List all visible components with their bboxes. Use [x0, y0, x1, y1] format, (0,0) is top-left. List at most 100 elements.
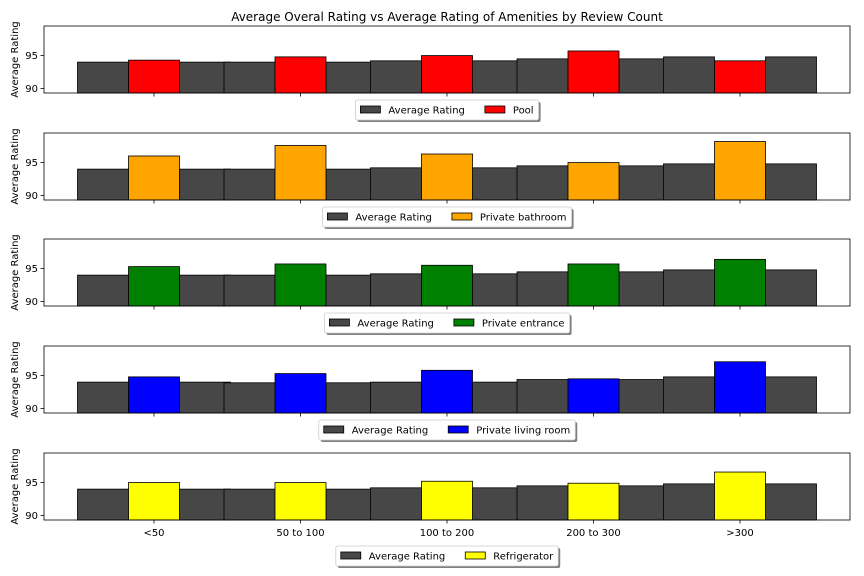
- x-tick-label: <50: [143, 528, 164, 539]
- y-tick-label: 90: [25, 404, 38, 415]
- bar-average-rating-right: [618, 165, 671, 201]
- legend-label-amenity: Refrigerator: [493, 552, 554, 563]
- y-tick-label: 90: [25, 297, 38, 308]
- x-tick-label: 50 to 100: [276, 528, 324, 539]
- bar-amenity: [714, 471, 766, 521]
- bar-average-rating-left: [663, 56, 715, 94]
- y-tick-label: 90: [25, 511, 38, 522]
- y-tick-label: 95: [25, 158, 38, 169]
- bar-average-rating-left: [516, 379, 569, 414]
- bar-average-rating-left: [370, 273, 422, 307]
- subplot-pool: 90 95 Average Rating Average Rating Pool: [10, 21, 851, 122]
- bar-amenity: [128, 59, 180, 94]
- bar-average-rating-left: [223, 488, 276, 521]
- y-tick-label: 95: [25, 478, 38, 489]
- legend-swatch-average-rating: [327, 212, 348, 221]
- bar-amenity: [274, 373, 327, 414]
- bar-average-rating-left: [663, 163, 715, 201]
- subplot-private-entrance: 90 95 Average Rating Average Rating Private …: [10, 234, 851, 335]
- x-tick-label: >300: [726, 528, 753, 539]
- y-tick-label: 90: [25, 191, 38, 202]
- bar-average-rating-left: [370, 381, 422, 414]
- bar-amenity: [714, 361, 766, 414]
- bar-amenity: [714, 60, 766, 94]
- legend-label-amenity: Pool: [513, 106, 534, 117]
- bar-average-rating-right: [618, 271, 671, 307]
- legend-label-average-rating: Average Rating: [369, 552, 445, 563]
- bar-amenity: [274, 56, 327, 94]
- bar-average-rating-right: [325, 61, 378, 94]
- bar-amenity: [714, 141, 766, 201]
- legend-label-amenity: Private entrance: [482, 319, 565, 330]
- subplot-private-living-room: 90 95 Average Rating Average Rating Private …: [10, 341, 851, 442]
- subplot-private-bathroom: 90 95 Average Rating Average Rating Private …: [10, 128, 851, 229]
- y-tick-label: 95: [25, 51, 38, 62]
- legend-swatch-amenity: [453, 318, 475, 327]
- bar-average-rating-left: [223, 274, 276, 307]
- legend-swatch-amenity: [464, 551, 486, 560]
- bar-amenity: [567, 378, 620, 414]
- bar-amenity: [714, 258, 766, 307]
- bar-average-rating-left: [77, 488, 129, 521]
- bar-amenity: [421, 264, 473, 307]
- bar-amenity: [567, 162, 620, 201]
- bar-average-rating-right: [325, 382, 378, 414]
- bar-average-rating-right: [472, 487, 524, 521]
- bar-amenity: [128, 376, 180, 414]
- legend: Average Rating Pool: [355, 99, 541, 122]
- bar-average-rating-left: [516, 58, 569, 94]
- bar-amenity: [567, 263, 620, 307]
- legend-swatch-amenity: [447, 425, 469, 434]
- bar-average-rating-right: [765, 56, 817, 94]
- bar-average-rating-right: [325, 488, 378, 521]
- bar-average-rating-left: [223, 382, 276, 414]
- bar-amenity: [421, 480, 473, 521]
- legend: Average Rating Private bathroom: [322, 206, 574, 229]
- legend-box: [335, 545, 559, 567]
- legend: Average Rating Refrigerator: [335, 545, 561, 568]
- bar-amenity: [421, 369, 473, 414]
- bar-amenity: [274, 263, 327, 307]
- x-tick-label: 100 to 200: [420, 528, 475, 539]
- bar-average-rating-left: [516, 271, 569, 307]
- bar-amenity: [128, 482, 180, 521]
- bar-amenity: [274, 482, 327, 521]
- bar-average-rating-left: [663, 269, 715, 307]
- bar-average-rating-left: [77, 274, 129, 307]
- y-axis-label: Average Rating: [10, 448, 21, 524]
- legend-label-amenity: Private bathroom: [480, 213, 567, 224]
- bar-average-rating-right: [179, 168, 231, 201]
- legend-label-average-rating: Average Rating: [355, 213, 431, 224]
- legend-swatch-average-rating: [340, 551, 362, 560]
- bar-amenity: [421, 55, 473, 94]
- bar-amenity: [128, 266, 180, 307]
- bar-average-rating-right: [325, 168, 378, 201]
- legend-box: [322, 206, 572, 228]
- bar-average-rating-left: [223, 168, 276, 201]
- bar-amenity: [567, 482, 620, 521]
- bar-amenity: [421, 153, 473, 201]
- bar-average-rating-right: [472, 60, 524, 94]
- bar-average-rating-left: [516, 165, 569, 201]
- legend-swatch-average-rating: [329, 318, 350, 327]
- legend: Average Rating Private entrance: [324, 312, 572, 335]
- bar-average-rating-right: [765, 269, 817, 307]
- y-axis-label: Average Rating: [10, 234, 21, 310]
- bar-average-rating-right: [325, 274, 378, 307]
- y-axis-label: Average Rating: [10, 21, 21, 97]
- bar-average-rating-left: [77, 168, 129, 201]
- legend-box: [324, 312, 570, 334]
- bar-average-rating-right: [618, 58, 671, 94]
- bar-amenity: [274, 145, 327, 201]
- bar-average-rating-left: [370, 487, 422, 521]
- bar-average-rating-left: [370, 167, 422, 201]
- chart-title: Average Overal Rating vs Average Rating …: [231, 10, 663, 24]
- legend-label-average-rating: Average Rating: [388, 106, 464, 117]
- legend-box: [355, 99, 539, 121]
- x-tick-label: 200 to 300: [566, 528, 621, 539]
- bar-average-rating-right: [179, 274, 231, 307]
- bar-average-rating-left: [223, 61, 276, 94]
- y-tick-label: 95: [25, 264, 38, 275]
- y-axis-label: Average Rating: [10, 128, 21, 204]
